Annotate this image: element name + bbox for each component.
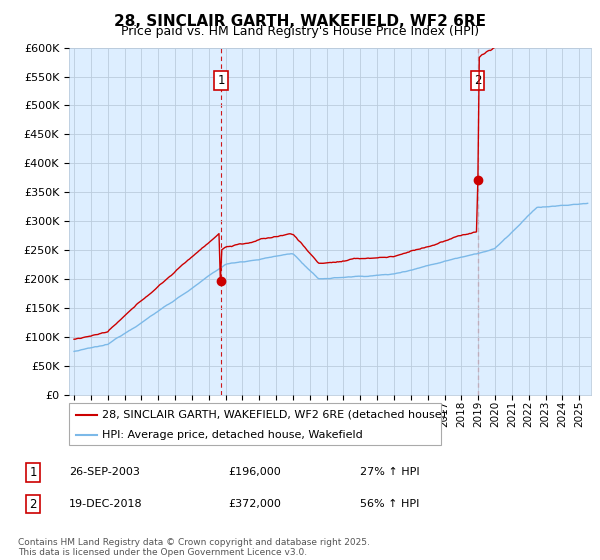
Text: Contains HM Land Registry data © Crown copyright and database right 2025.
This d: Contains HM Land Registry data © Crown c… [18,538,370,557]
Text: 27% ↑ HPI: 27% ↑ HPI [360,467,419,477]
Text: Price paid vs. HM Land Registry's House Price Index (HPI): Price paid vs. HM Land Registry's House … [121,25,479,38]
Text: 1: 1 [217,74,225,87]
Text: 28, SINCLAIR GARTH, WAKEFIELD, WF2 6RE: 28, SINCLAIR GARTH, WAKEFIELD, WF2 6RE [114,14,486,29]
Text: 1: 1 [29,465,37,479]
Text: 26-SEP-2003: 26-SEP-2003 [69,467,140,477]
Text: £372,000: £372,000 [228,499,281,509]
Text: HPI: Average price, detached house, Wakefield: HPI: Average price, detached house, Wake… [103,430,363,440]
Text: 28, SINCLAIR GARTH, WAKEFIELD, WF2 6RE (detached house): 28, SINCLAIR GARTH, WAKEFIELD, WF2 6RE (… [103,410,446,420]
Text: 19-DEC-2018: 19-DEC-2018 [69,499,143,509]
Text: 2: 2 [29,497,37,511]
Text: 56% ↑ HPI: 56% ↑ HPI [360,499,419,509]
Text: 2: 2 [474,74,481,87]
Text: £196,000: £196,000 [228,467,281,477]
